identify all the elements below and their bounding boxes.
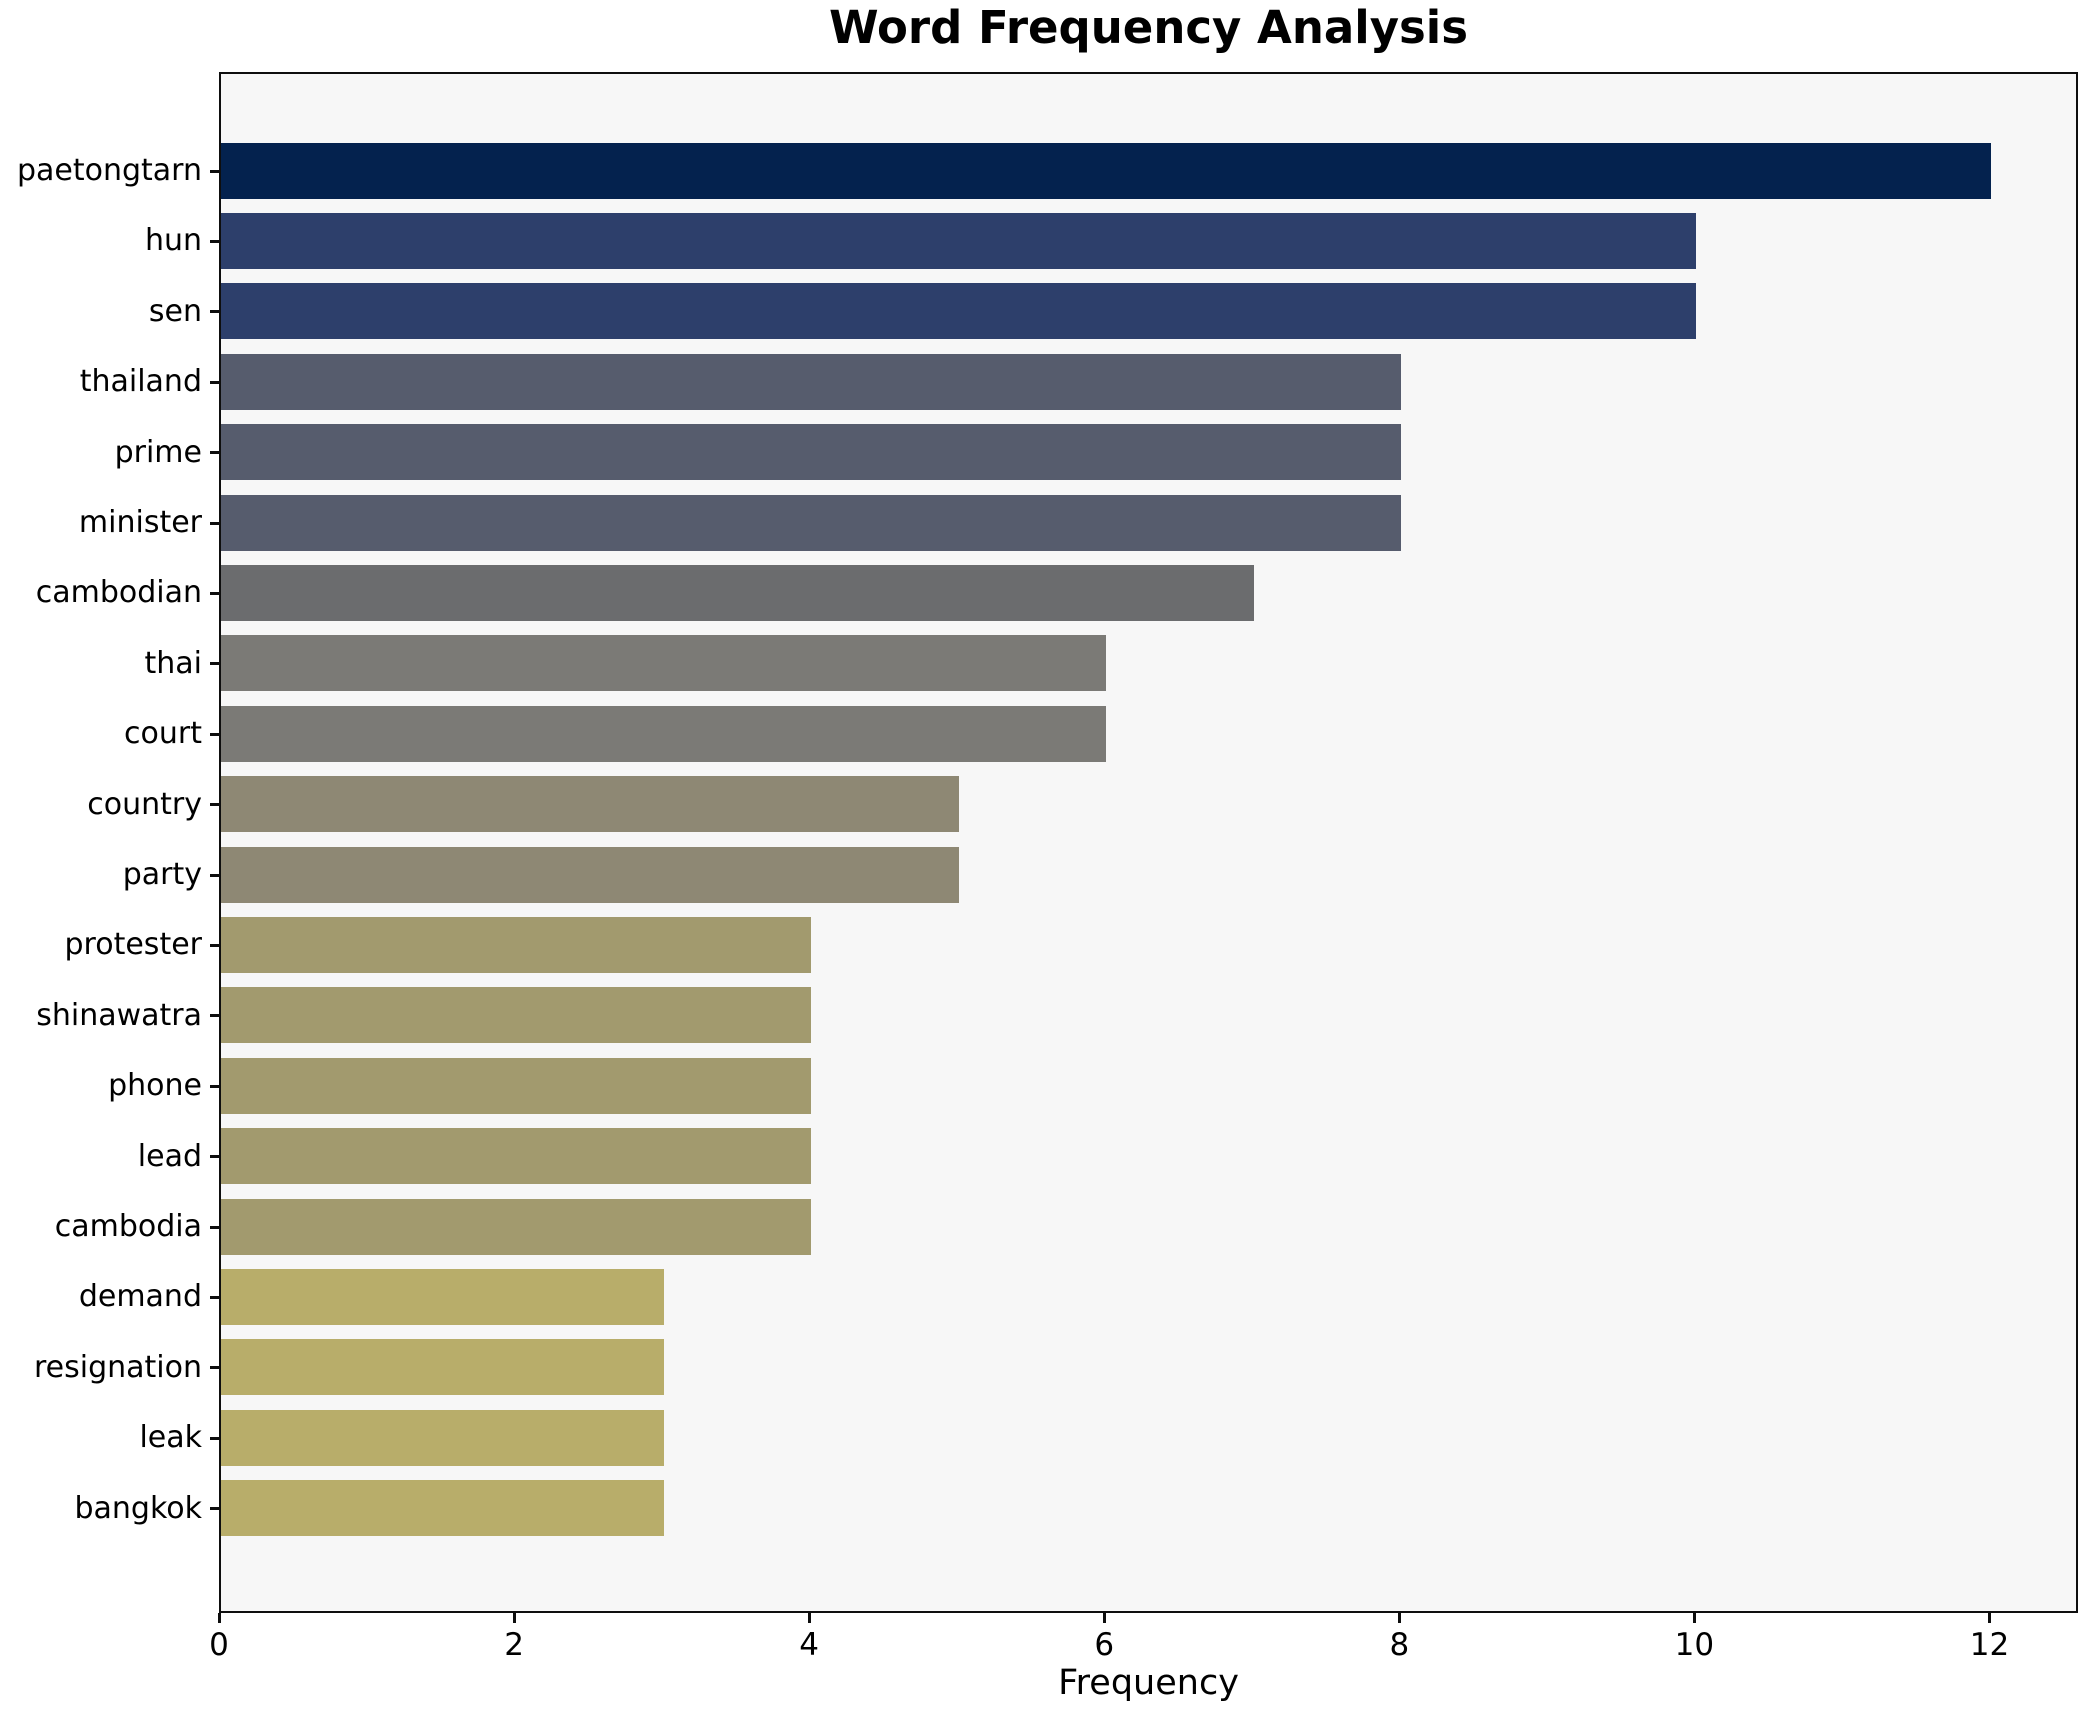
- y-tick-mark: [210, 591, 219, 595]
- y-tick-label-thailand: thailand: [79, 364, 202, 400]
- x-tick-label-12: 12: [1969, 1627, 2010, 1663]
- y-tick-mark: [210, 873, 219, 877]
- bar-resignation: [221, 1339, 664, 1396]
- bar-thailand: [221, 353, 1402, 410]
- bar-minister: [221, 494, 1402, 551]
- x-tick-mark: [1397, 1613, 1401, 1623]
- x-tick-label-4: 4: [799, 1627, 820, 1663]
- y-tick-mark: [210, 732, 219, 736]
- bar-party: [221, 846, 959, 903]
- y-tick-label-resignation: resignation: [33, 1349, 202, 1385]
- y-tick-mark: [210, 380, 219, 384]
- y-tick-mark: [210, 1084, 219, 1088]
- bar-sen: [221, 283, 1697, 340]
- y-tick-label-leak: leak: [139, 1420, 202, 1456]
- x-tick-label-0: 0: [209, 1627, 229, 1663]
- bar-protester: [221, 916, 812, 973]
- y-tick-label-party: party: [122, 857, 202, 892]
- x-tick-label-2: 2: [504, 1627, 524, 1663]
- y-tick-mark: [210, 1366, 219, 1370]
- y-tick-mark: [210, 1225, 219, 1229]
- x-tick-mark: [1102, 1613, 1106, 1623]
- bar-phone: [221, 1057, 812, 1114]
- x-tick-mark: [1692, 1613, 1696, 1623]
- x-tick-mark: [1987, 1613, 1991, 1623]
- y-tick-label-bangkok: bangkok: [74, 1490, 202, 1526]
- x-axis-label: Frequency: [1058, 1663, 1239, 1703]
- bar-paetongtarn: [221, 142, 1992, 199]
- x-tick-mark: [512, 1613, 516, 1623]
- bar-demand: [221, 1268, 664, 1325]
- chart-title: Word Frequency Analysis: [828, 1, 1469, 54]
- bar-country: [221, 776, 959, 833]
- y-tick-mark: [210, 803, 219, 807]
- y-tick-mark: [210, 451, 219, 455]
- y-tick-label-lead: lead: [137, 1138, 202, 1174]
- x-tick-label-6: 6: [1094, 1627, 1115, 1663]
- y-tick-label-protester: protester: [64, 927, 202, 963]
- y-tick-mark: [210, 1436, 219, 1440]
- bar-prime: [221, 424, 1402, 481]
- bar-shinawatra: [221, 987, 812, 1044]
- bar-hun: [221, 212, 1697, 269]
- x-tick-label-8: 8: [1389, 1627, 1410, 1663]
- bar-court: [221, 705, 1107, 762]
- x-tick-mark: [807, 1613, 811, 1623]
- y-tick-label-hun: hun: [144, 223, 202, 259]
- y-tick-mark: [210, 943, 219, 947]
- y-tick-label-prime: prime: [114, 434, 202, 470]
- y-tick-mark: [210, 1507, 219, 1511]
- y-tick-label-cambodian: cambodian: [35, 575, 202, 611]
- y-tick-mark: [210, 310, 219, 314]
- bar-leak: [221, 1409, 664, 1466]
- y-tick-mark: [210, 521, 219, 525]
- x-tick-mark: [217, 1613, 221, 1623]
- bar-thai: [221, 635, 1107, 692]
- bar-cambodian: [221, 564, 1254, 621]
- y-tick-label-phone: phone: [108, 1068, 202, 1104]
- y-tick-mark: [210, 1295, 219, 1299]
- y-tick-label-demand: demand: [78, 1279, 202, 1315]
- bar-lead: [221, 1128, 812, 1185]
- y-tick-label-thai: thai: [144, 645, 203, 681]
- bar-cambodia: [221, 1198, 812, 1255]
- y-tick-label-cambodia: cambodia: [54, 1209, 202, 1244]
- y-tick-label-shinawatra: shinawatra: [36, 997, 202, 1033]
- y-tick-mark: [210, 1014, 219, 1018]
- bar-bangkok: [221, 1480, 664, 1537]
- y-tick-mark: [210, 169, 219, 173]
- y-tick-mark: [210, 1155, 219, 1159]
- y-tick-label-sen: sen: [148, 293, 202, 329]
- y-tick-label-paetongtarn: paetongtarn: [16, 153, 202, 188]
- x-tick-label-10: 10: [1674, 1627, 1715, 1663]
- y-tick-label-minister: minister: [78, 505, 202, 540]
- plot-area: [219, 72, 2078, 1613]
- y-tick-label-country: country: [87, 786, 202, 822]
- y-tick-label-court: court: [124, 716, 202, 752]
- y-tick-mark: [210, 662, 219, 666]
- y-tick-mark: [210, 239, 219, 243]
